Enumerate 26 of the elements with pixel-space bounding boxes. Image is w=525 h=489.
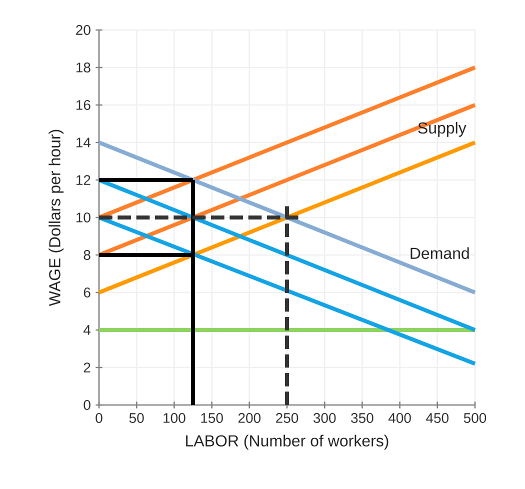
x-tick-label: 0 (96, 413, 102, 423)
y-tick-label: 12 (76, 175, 90, 185)
annotation: Supply (418, 122, 466, 137)
x-tick-label: 250 (276, 413, 298, 423)
x-tick-label: 350 (351, 413, 374, 423)
y-tick-label: 10 (76, 212, 90, 222)
y-tick-label: 16 (76, 100, 90, 110)
y-tick-label: 14 (76, 138, 91, 148)
y-tick-label: 2 (84, 362, 90, 372)
x-tick-label: 450 (426, 413, 449, 423)
x-tick-label: 500 (464, 413, 486, 423)
y-tick-label: 4 (83, 325, 91, 335)
y-axis-title: WAGE (Dollars per hour) (48, 130, 64, 306)
x-tick-label: 50 (129, 413, 144, 423)
y-tick-label: 6 (84, 288, 90, 298)
annotation: Demand (410, 247, 469, 259)
x-tick-label: 100 (164, 413, 186, 423)
x-axis-title: LABOR (Number of workers) (186, 434, 388, 450)
y-tick-label: 20 (76, 25, 90, 35)
y-tick-label: 0 (84, 400, 90, 410)
x-tick-label: 400 (388, 413, 411, 423)
y-tick-label: 18 (76, 62, 90, 72)
x-tick-label: 300 (313, 413, 336, 423)
x-tick-label: 200 (238, 413, 261, 423)
x-tick-label: 150 (201, 413, 223, 423)
y-tick-label: 8 (84, 250, 90, 260)
